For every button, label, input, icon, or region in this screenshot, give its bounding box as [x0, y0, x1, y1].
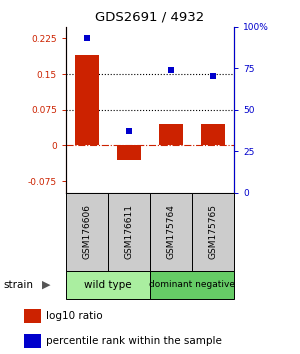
- Bar: [150, 271, 234, 299]
- Text: GDS2691 / 4932: GDS2691 / 4932: [95, 11, 205, 24]
- Text: wild type: wild type: [84, 280, 132, 290]
- Text: ▶: ▶: [42, 280, 50, 290]
- Bar: [202, 124, 224, 145]
- Point: [85, 35, 89, 41]
- Text: percentile rank within the sample: percentile rank within the sample: [46, 336, 222, 346]
- Text: log10 ratio: log10 ratio: [46, 311, 103, 321]
- Bar: [192, 193, 234, 271]
- Bar: [66, 271, 150, 299]
- Bar: [150, 193, 192, 271]
- Text: GSM175764: GSM175764: [167, 204, 176, 259]
- Text: GSM175765: GSM175765: [208, 204, 217, 259]
- Text: GSM176611: GSM176611: [124, 204, 134, 259]
- Bar: [160, 124, 182, 145]
- Point: [211, 74, 215, 79]
- Point: [127, 129, 131, 134]
- Text: dominant negative: dominant negative: [149, 280, 235, 290]
- Point: [169, 67, 173, 73]
- Text: GSM176606: GSM176606: [82, 204, 91, 259]
- Text: strain: strain: [3, 280, 33, 290]
- Bar: [66, 193, 108, 271]
- Bar: [24, 334, 40, 348]
- Bar: [24, 309, 40, 323]
- Bar: [108, 193, 150, 271]
- Bar: [76, 55, 99, 145]
- Bar: [118, 145, 141, 160]
